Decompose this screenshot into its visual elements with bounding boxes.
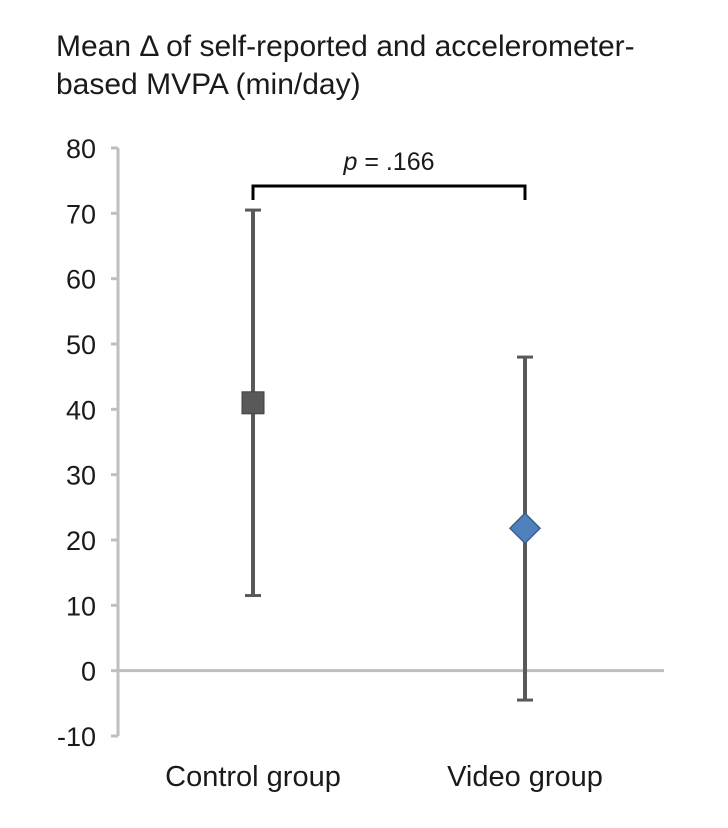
axes-layer xyxy=(116,148,664,736)
y-tick-label: 80 xyxy=(66,134,96,164)
x-category-label: Video group xyxy=(447,761,603,793)
x-category-label: Control group xyxy=(165,761,341,793)
y-tick-label: -10 xyxy=(57,722,96,752)
markers xyxy=(241,391,542,545)
y-tick-label: 50 xyxy=(66,330,96,360)
p-value-text: = .166 xyxy=(357,148,434,176)
y-tick-label: 10 xyxy=(66,591,96,621)
y-tick-label: 60 xyxy=(66,265,96,295)
mean-marker-diamond xyxy=(508,512,542,545)
y-tick-label: 40 xyxy=(66,395,96,425)
p-symbol: p xyxy=(342,148,357,176)
x-category-labels: Control group Video group xyxy=(165,761,603,793)
significance-bracket xyxy=(251,184,527,200)
y-ticks: 80 70 60 50 40 30 20 10 0 -10 xyxy=(57,134,118,752)
y-tick-label: 20 xyxy=(66,526,96,556)
significance-annotation: p = .166 xyxy=(251,148,527,200)
y-tick-label: 30 xyxy=(66,461,96,491)
error-bars xyxy=(245,208,533,702)
y-tick-label: 70 xyxy=(66,199,96,229)
y-tick-label: 0 xyxy=(81,657,96,687)
chart-title: Mean Δ of self-reported and acceleromete… xyxy=(56,30,635,101)
mean-marker-square xyxy=(241,391,265,415)
p-value-label: p = .166 xyxy=(342,148,434,176)
